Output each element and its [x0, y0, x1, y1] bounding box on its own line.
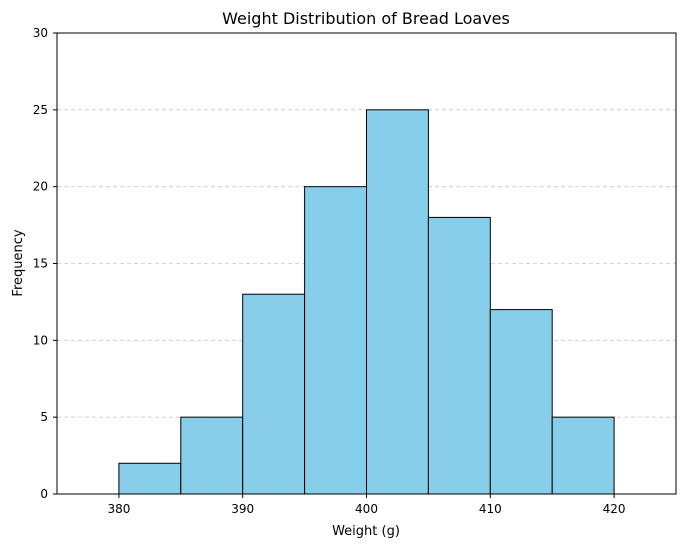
histogram-bar-415-420 — [551, 416, 615, 495]
y-tick-label-25: 25 — [33, 103, 48, 117]
histogram-bar-410-415 — [489, 309, 553, 495]
histogram-bar-385-390 — [180, 416, 244, 495]
x-tick-label-410: 410 — [479, 502, 502, 516]
y-tick-label-15: 15 — [33, 257, 48, 271]
x-tick-label-400: 400 — [355, 502, 378, 516]
histogram-bar-390-395 — [242, 293, 306, 495]
y-tick-label-30: 30 — [33, 26, 48, 40]
y-tick-label-0: 0 — [40, 487, 48, 501]
y-axis-label: Frequency — [11, 229, 26, 296]
y-tick-label-20: 20 — [33, 180, 48, 194]
histogram-bar-380-385 — [118, 462, 182, 495]
histogram-bars — [118, 109, 615, 495]
x-tick-label-380: 380 — [107, 502, 130, 516]
x-tick-label-420: 420 — [603, 502, 626, 516]
x-tick-label-390: 390 — [231, 502, 254, 516]
chart-title: Weight Distribution of Bread Loaves — [222, 9, 510, 28]
y-tick-label-5: 5 — [40, 410, 48, 424]
axis-ticks: 380 390 400 410 420 0 5 10 15 20 25 30 — [33, 26, 626, 516]
histogram-bar-400-405 — [366, 109, 429, 495]
histogram-bar-405-410 — [427, 216, 491, 495]
x-axis-label: Weight (g) — [332, 524, 400, 539]
histogram-bar-395-400 — [304, 186, 368, 495]
y-tick-label-10: 10 — [33, 333, 48, 347]
